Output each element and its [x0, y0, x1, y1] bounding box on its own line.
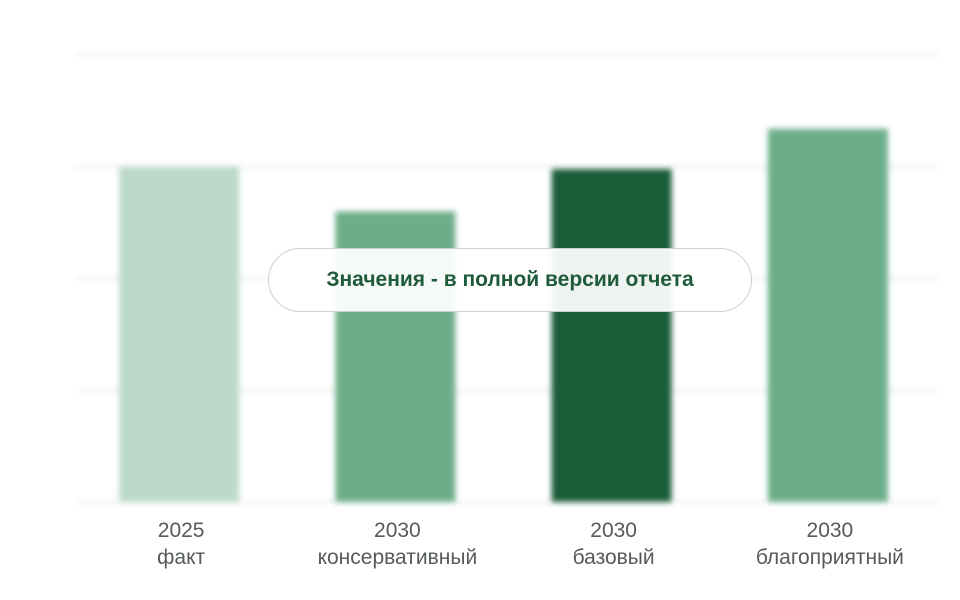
category-label-year: 2025 — [158, 519, 205, 542]
full-report-notice: Значения - в полной версии отчета — [268, 248, 752, 312]
bar-1 — [119, 166, 240, 502]
bar-3 — [551, 168, 672, 503]
bar-4 — [767, 128, 888, 502]
category-labels: 2025 факт 2030 консервативный 2030 базовый 203… — [157, 519, 904, 569]
category-label-year: 2030 — [590, 519, 637, 542]
category-label-year: 2030 — [374, 519, 421, 542]
category-label-scenario: консервативный — [318, 546, 478, 569]
category-label-scenario: базовый — [573, 546, 655, 569]
bars — [119, 128, 888, 503]
category-label-scenario: благоприятный — [756, 546, 904, 569]
category-label-scenario: факт — [157, 546, 205, 569]
category-label-year: 2030 — [807, 519, 854, 542]
